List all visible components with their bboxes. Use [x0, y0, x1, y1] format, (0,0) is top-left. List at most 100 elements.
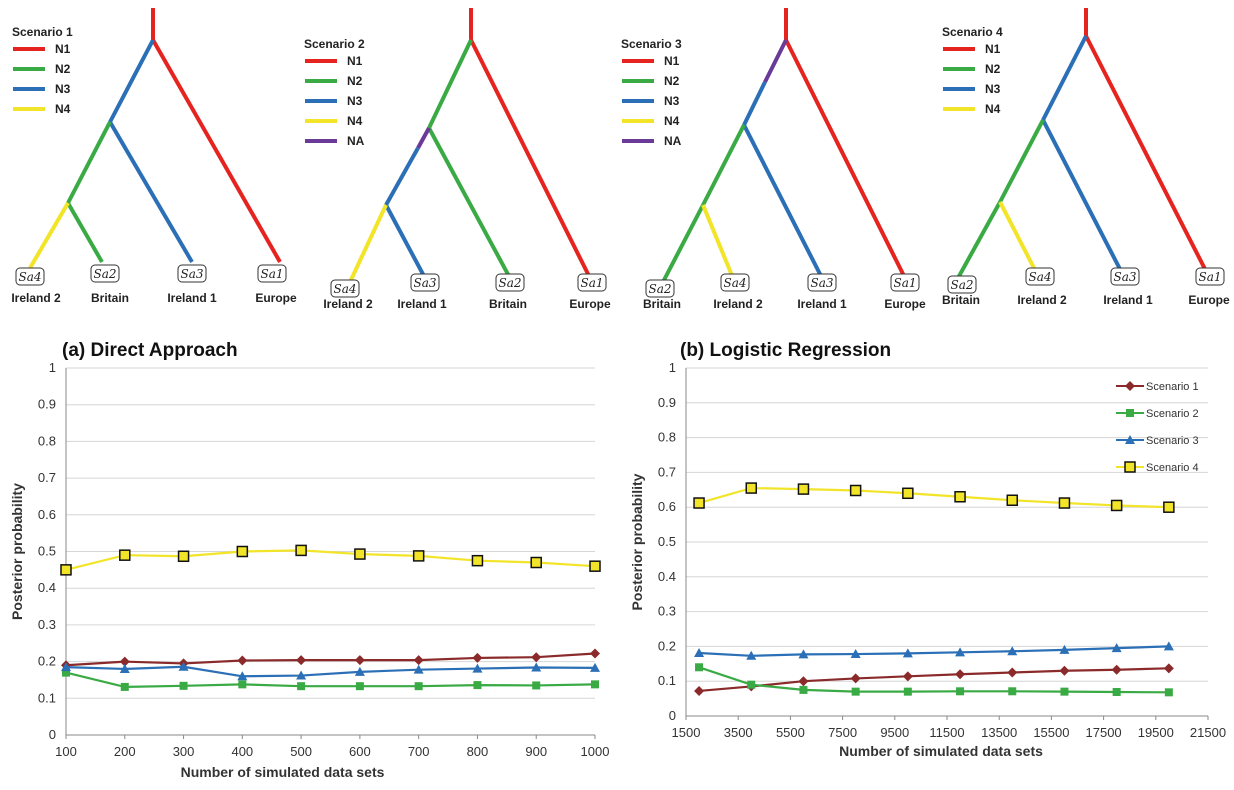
data-point [530, 556, 542, 569]
legend-entry: Scenario 1 [1146, 381, 1199, 393]
tip-code-box [330, 279, 360, 298]
y-tick-label: 0.7 [38, 470, 56, 485]
legend-label: NA [347, 134, 365, 148]
data-point [694, 648, 705, 658]
x-tick-label: 19500 [1138, 725, 1174, 740]
data-point [238, 680, 247, 689]
tip-name: Britain [643, 297, 681, 311]
tree-branch [416, 127, 431, 149]
tip-code-box [15, 267, 45, 286]
series-line [65, 665, 596, 678]
x-tick-label: 600 [349, 744, 371, 759]
tree-branch [427, 127, 512, 279]
legend-label: N4 [664, 114, 680, 128]
y-axis-title: Posterior probability [9, 483, 25, 620]
tip-code-box [807, 273, 837, 292]
tip-code: Sa2 [498, 276, 521, 290]
x-tick-label: 200 [114, 744, 136, 759]
tip-code: Sa1 [580, 276, 603, 290]
tree-title: Scenario 4 [942, 25, 1003, 39]
data-point [237, 655, 248, 666]
data-point [591, 680, 599, 689]
data-point [472, 663, 483, 673]
legend-label: N1 [55, 42, 71, 56]
x-tick-label: 13500 [981, 725, 1017, 740]
tree-branch [1084, 35, 1210, 276]
tip-code: Sa3 [180, 267, 203, 281]
tip-code: Sa1 [893, 276, 916, 290]
tree-title: Scenario 1 [12, 25, 73, 39]
tip-name: Ireland 2 [323, 297, 373, 311]
tip-name: Europe [255, 291, 297, 305]
data-point [693, 497, 705, 509]
legend-label: N3 [55, 82, 71, 96]
legend-label: N3 [347, 94, 363, 108]
tree-branch [28, 201, 70, 270]
data-point [851, 687, 860, 696]
y-tick-label: 0.7 [658, 464, 676, 479]
data-point [1163, 641, 1174, 651]
data-point [745, 482, 757, 494]
data-point [590, 662, 600, 672]
data-point [473, 681, 482, 690]
data-point [119, 549, 131, 561]
data-point [1110, 499, 1123, 512]
data-point [849, 484, 862, 497]
tip-code: Sa3 [1113, 270, 1136, 284]
tip-code: Sa4 [723, 276, 746, 290]
legend-entry: Scenario 2 [1146, 408, 1199, 420]
x-tick-label: 21500 [1190, 725, 1226, 740]
data-point [354, 548, 366, 560]
tip-name: Ireland 1 [397, 297, 447, 311]
x-tick-label: 3500 [724, 725, 753, 740]
data-point [1163, 663, 1174, 674]
tip-code-box [720, 273, 750, 292]
data-point [694, 685, 705, 696]
data-point [1058, 497, 1071, 509]
legend-label: N1 [347, 54, 363, 68]
x-tick-label: 9500 [880, 725, 909, 740]
tip-code-box [90, 264, 120, 283]
data-point [1007, 667, 1018, 678]
data-point [956, 687, 965, 696]
tip-name: Britain [91, 291, 129, 305]
series-scenario-3 [61, 661, 600, 681]
tree-branch [661, 204, 705, 283]
tip-code-box [1110, 267, 1140, 286]
tip-code: Sa3 [810, 276, 833, 290]
tree-branch [108, 120, 194, 264]
tree-legend: Scenario 1 N1 N2 N3 N4 [12, 25, 73, 116]
tip-code-box [1025, 267, 1055, 286]
data-point [237, 671, 248, 681]
tree-branch [956, 201, 1002, 279]
legend-label: N2 [55, 62, 71, 76]
legend-label: N1 [664, 54, 680, 68]
chart-title: (b) Logistic Regression [680, 340, 891, 361]
y-tick-label: 0.8 [658, 430, 676, 445]
x-tick-label: 1500 [672, 725, 701, 740]
data-point [236, 545, 249, 558]
tree-branch [384, 204, 427, 279]
y-tick-label: 0.3 [38, 617, 56, 632]
data-point [532, 681, 541, 690]
tree-legend: Scenario 2 N1 N2 N3 N4 NA [304, 37, 365, 148]
tip-code: Sa1 [260, 267, 283, 281]
data-point [120, 682, 129, 691]
y-tick-label: 0.5 [38, 544, 56, 559]
tip-code-box [947, 275, 977, 294]
tip-name: Europe [569, 297, 611, 311]
series-scenario-2 [695, 663, 1173, 697]
data-point [1059, 644, 1070, 654]
x-tick-label: 17500 [1086, 725, 1122, 740]
data-point [1111, 643, 1122, 653]
series-scenario-2 [62, 668, 599, 691]
legend-label: N4 [985, 102, 1001, 116]
data-point [1125, 381, 1135, 391]
data-point [1124, 461, 1136, 473]
data-point [902, 671, 913, 682]
data-point [747, 680, 756, 689]
series-line [65, 652, 596, 667]
tip-name: Ireland 2 [11, 291, 61, 305]
data-point [295, 544, 307, 557]
